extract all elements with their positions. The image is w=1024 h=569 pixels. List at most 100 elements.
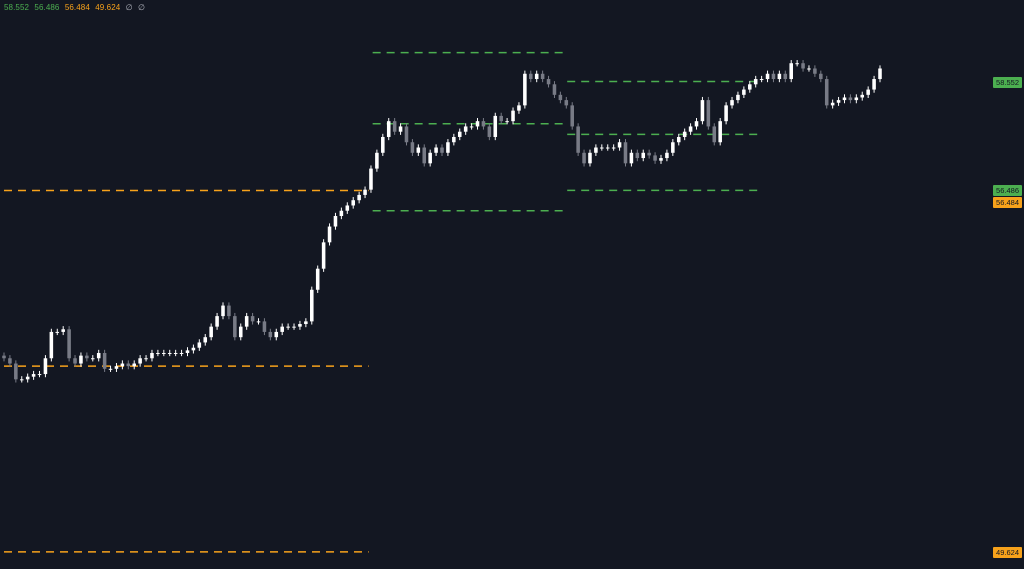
candle-body [203,337,208,343]
candle-body [493,115,498,137]
candle-body [197,342,202,348]
candle [505,118,509,125]
candle [428,149,432,167]
candle [150,349,154,362]
candle-body [85,355,89,359]
price-tag-56-484: 56.484 [993,196,1022,208]
candle [860,91,865,101]
candle [457,128,462,141]
candle-body [280,326,284,332]
candle-body [422,147,427,164]
candle-body [173,352,178,354]
candle [233,312,237,341]
candle-body [611,147,616,149]
candle [2,352,6,362]
candle [392,118,397,135]
candle-body [351,200,355,206]
candle [238,323,243,341]
candle-body [61,329,65,332]
candle-body [102,352,107,369]
candle [641,149,646,162]
candle [108,365,113,372]
candle [363,186,367,199]
candle-body [256,321,261,323]
candle [102,349,107,372]
candle [789,60,793,83]
candle-body [523,73,527,106]
candle-body [73,358,77,364]
candle [321,239,326,272]
candle [848,94,853,104]
candle-body [233,316,237,338]
candle [333,212,338,230]
candle [653,152,657,164]
price-tag-58-552: 58.552 [993,76,1022,88]
candle [830,99,835,109]
candle-body [842,97,847,101]
candle-body [777,73,782,80]
candle-body [824,79,829,106]
candle-body [2,355,6,359]
candle [381,133,385,156]
candle-body [404,126,409,143]
candle-body [19,379,24,381]
candle [629,149,634,167]
candles [2,60,882,383]
candle [55,328,60,336]
candle [552,81,557,98]
candle [114,363,119,372]
candle-body [179,352,184,354]
candle-body [315,268,320,290]
candle-body [298,324,302,327]
candle-body [345,205,350,211]
candle-body [138,358,142,364]
candle-body [505,121,509,123]
candle-body [67,329,71,359]
candle-body [671,142,675,153]
candle [807,65,811,72]
candle-body [742,89,746,95]
candle-body [617,142,622,148]
candle-body [576,126,580,153]
candle [706,96,711,130]
candle [487,123,492,141]
candle-body [79,355,83,364]
candle-body [37,374,42,376]
candle [540,70,545,83]
candle [85,352,89,362]
candle-body [96,352,101,359]
candle-body [238,326,243,338]
candle [872,75,876,93]
candle [227,302,231,320]
candle [197,339,202,351]
candle-body [428,152,432,164]
candle [292,323,296,330]
candle-body [114,366,119,369]
candle-body [641,152,646,159]
candle [203,334,208,346]
candle-body [819,73,823,80]
candle-body [730,100,734,106]
candle [558,91,563,104]
candle [742,86,746,98]
candle-body [410,142,415,153]
candle-body [866,89,870,95]
candle-body [363,189,367,195]
candle-body [434,147,438,153]
candle-body [327,226,332,243]
candle-body [244,316,249,327]
candle [570,102,574,130]
candle-body [262,321,267,332]
candle-body [321,242,326,269]
candle-body [600,147,604,149]
candle [173,349,178,357]
candle [582,149,586,167]
candle [635,149,640,162]
candle [440,144,444,156]
candle-body [813,68,817,74]
candle-body [386,121,391,137]
legend-empty-2: ∅ [138,3,146,12]
candle-body [807,68,811,70]
candle-body [156,352,160,354]
